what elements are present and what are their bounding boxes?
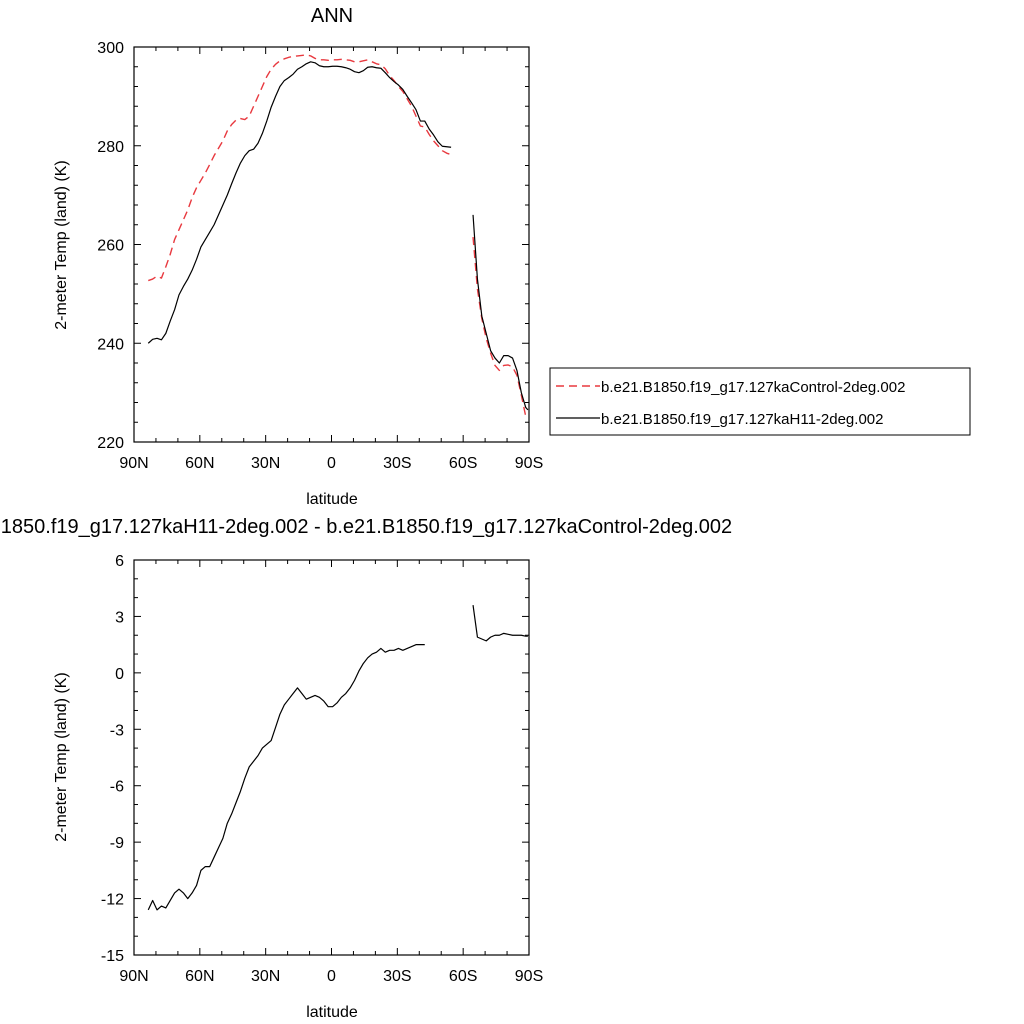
chart-top-x-tick-label: 60S — [449, 455, 477, 472]
chart-top-x-tick-label: 30S — [383, 455, 411, 472]
chart-top-y-tick-label: 280 — [97, 139, 124, 156]
chart-bottom-frame — [133, 559, 530, 956]
chart-bottom-plot-area: 90N 60N 30N 0 30S 60S 90S -15 -12 -9 -6 -3 0 3 6 — [101, 553, 543, 985]
chart-top-x-tick-label: 60N — [185, 455, 214, 472]
legend-label-h11: b.e21.B1850.f19_g17.127kaH11-2deg.002 — [601, 411, 883, 428]
chart-top-plot-area: 90N 60N 30N 0 30S 60S 90S 220 240 260 280 300 — [97, 40, 543, 472]
chart-bottom-x-tick-label: 90N — [119, 968, 148, 985]
chart-top-x-tick-label: 90S — [515, 455, 543, 472]
chart-top-series-0-line-segment-1 — [472, 237, 529, 419]
chart-top-y-tick-label: 300 — [97, 40, 124, 57]
chart-top-frame — [133, 46, 530, 443]
chart-bottom-title: b.e21.B1850.f19_g17.127kaH11-2deg.002 - … — [0, 516, 732, 538]
legend-label-control: b.e21.B1850.f19_g17.127kaControl-2deg.00… — [601, 379, 905, 396]
chart-top-x-tick-label: 0 — [327, 455, 336, 472]
chart-top-x-tick-label: 90N — [119, 455, 148, 472]
chart-bottom-y-tick-label: -15 — [101, 948, 124, 965]
chart-top-series-1-line-segment-1 — [472, 214, 529, 411]
chart-bottom: b.e21.B1850.f19_g17.127kaH11-2deg.002 - … — [0, 516, 732, 1021]
chart-bottom-x-tick-label: 60N — [185, 968, 214, 985]
chart-bottom-series-0-line-segment-1 — [472, 605, 528, 642]
chart-top-x-tick-label: 30N — [251, 455, 280, 472]
chart-bottom-y-tick-label: -3 — [110, 722, 124, 739]
chart-bottom-x-tick-label: 0 — [327, 968, 336, 985]
chart-bottom-x-tick-label: 30S — [383, 968, 411, 985]
chart-bottom-y-tick-label: 3 — [115, 609, 124, 626]
chart-bottom-y-tick-label: -12 — [101, 892, 124, 909]
chart-top-series-1-line-segment-0 — [147, 61, 452, 344]
chart-bottom-y-tick-label: 0 — [115, 666, 124, 683]
chart-top-y-tick-label: 260 — [97, 238, 124, 255]
chart-top-y-tick-label: 240 — [97, 336, 124, 353]
chart-bottom-y-axis-label: 2-meter Temp (land) (K) — [53, 672, 70, 842]
chart-bottom-x-tick-label: 60S — [449, 968, 477, 985]
chart-bottom-x-tick-label: 30N — [251, 968, 280, 985]
chart-top: ANN 90N 60N 30N 0 30S 60S 90S 220 240 260 280 300 l… — [53, 5, 971, 508]
legend: b.e21.B1850.f19_g17.127kaControl-2deg.00… — [549, 367, 971, 436]
chart-bottom-y-tick-label: -6 — [110, 779, 124, 796]
chart-bottom-x-axis-label: latitude — [306, 1004, 358, 1021]
legend-box — [549, 367, 971, 436]
chart-bottom-x-tick-label: 90S — [515, 968, 543, 985]
chart-top-y-tick-label: 220 — [97, 435, 124, 452]
chart-top-series-0-line-segment-0 — [148, 54, 452, 282]
chart-top-x-axis-label: latitude — [306, 491, 358, 508]
chart-bottom-series-0-line-segment-0 — [147, 644, 425, 911]
chart-bottom-y-tick-label: 6 — [115, 553, 124, 570]
chart-top-title: ANN — [311, 5, 353, 27]
chart-top-y-axis-label: 2-meter Temp (land) (K) — [53, 160, 70, 330]
chart-bottom-y-tick-label: -9 — [110, 835, 124, 852]
